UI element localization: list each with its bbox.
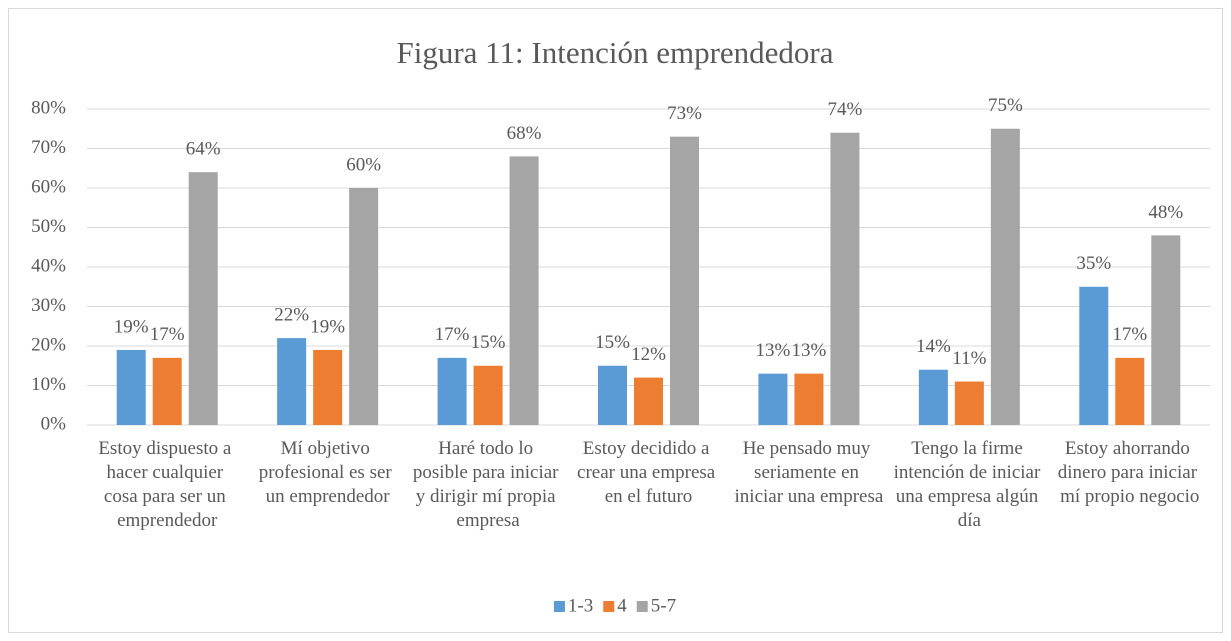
bar (1115, 357, 1145, 425)
data-label: 74% (828, 99, 863, 120)
bar (313, 349, 343, 425)
bar (349, 188, 379, 425)
y-tick-label: 50% (31, 216, 66, 237)
bar (188, 172, 218, 425)
data-label: 14% (916, 336, 951, 357)
x-tick-label: Estoy ahorrando dinero para iniciar mí p… (1058, 438, 1202, 507)
bar (598, 365, 627, 425)
legend-label: 1-3 (568, 595, 593, 616)
data-label: 15% (471, 332, 506, 353)
legend-label: 4 (617, 595, 627, 616)
y-tick-label: 80% (31, 97, 66, 118)
bar (670, 136, 699, 425)
data-label: 19% (114, 316, 149, 337)
bar (1151, 235, 1181, 425)
data-label: 35% (1076, 253, 1111, 274)
data-label: 48% (1148, 202, 1183, 223)
bar (990, 128, 1020, 425)
data-label: 19% (310, 316, 345, 337)
x-tick-label: Mí objetivo profesional es ser un empren… (259, 438, 397, 507)
data-label: 13% (792, 340, 827, 361)
y-tick-label: 0% (41, 413, 67, 434)
bar (830, 132, 860, 425)
legend-swatch (603, 601, 615, 612)
data-label: 60% (346, 154, 381, 175)
x-tick-label: Estoy dispuesto a hacer cualquier cosa p… (98, 438, 236, 531)
bar (794, 373, 824, 425)
data-label: 64% (186, 139, 221, 160)
y-tick-label: 70% (31, 137, 66, 158)
bar (509, 156, 539, 425)
data-label: 75% (988, 95, 1023, 116)
data-label: 22% (274, 304, 309, 325)
data-label: 17% (435, 324, 470, 345)
bar (152, 357, 182, 425)
x-tick-label: Estoy decidido a crear una empresa en el… (577, 438, 720, 507)
chart-title: Figura 11: Intención emprendedora (396, 35, 833, 70)
y-tick-label: 20% (31, 334, 66, 355)
data-label: 11% (952, 348, 986, 369)
y-tick-label: 30% (31, 295, 66, 316)
y-tick-label: 40% (31, 255, 66, 276)
data-label: 12% (631, 344, 666, 365)
legend-swatch (553, 601, 565, 612)
legend-swatch (636, 601, 648, 612)
bar (954, 381, 984, 425)
data-label: 73% (667, 103, 702, 124)
bar (1079, 286, 1109, 425)
y-tick-label: 10% (31, 374, 66, 395)
x-tick-label: Haré todo lo posible para iniciar y diri… (413, 438, 563, 531)
bar (437, 357, 467, 425)
bar (918, 369, 948, 425)
data-label: 13% (756, 340, 791, 361)
x-tick-label: He pensado muy seriamente en iniciar una… (735, 438, 884, 507)
bar (116, 349, 146, 425)
legend-label: 5-7 (651, 595, 676, 616)
y-tick-label: 60% (31, 176, 66, 197)
data-label: 17% (150, 324, 185, 345)
bar (277, 338, 307, 425)
data-label: 17% (1112, 324, 1147, 345)
data-label: 68% (507, 123, 542, 144)
data-label: 15% (595, 332, 630, 353)
x-tick-label: Tengo la firme intención de iniciar una … (894, 438, 1045, 531)
bar (473, 365, 503, 425)
bar (758, 373, 788, 425)
bar (634, 377, 663, 425)
